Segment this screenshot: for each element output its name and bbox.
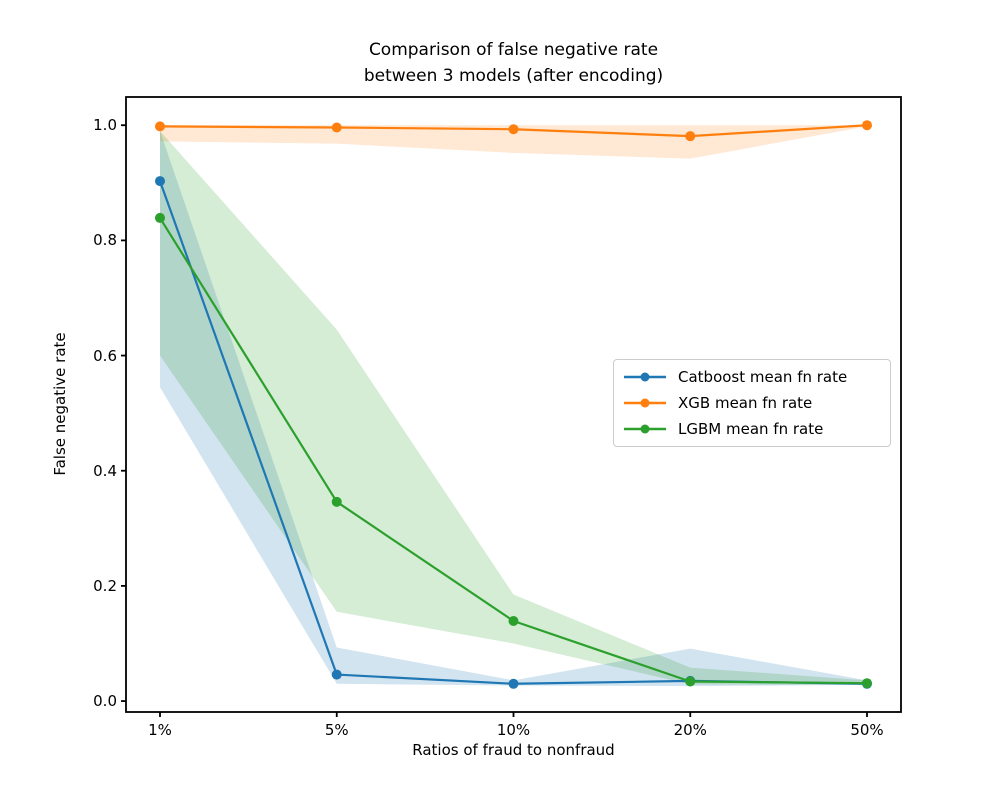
marker-xgb bbox=[862, 120, 872, 131]
x-tick-label: 5% bbox=[324, 721, 349, 739]
legend: Catboost mean fn rate XGB mean fn rate LGB… bbox=[613, 359, 891, 447]
y-tick-label: 0.6 bbox=[93, 346, 117, 365]
x-tick-label: 10% bbox=[496, 721, 531, 739]
x-tick-label: 20% bbox=[673, 721, 707, 739]
legend-entry-xgb: XGB mean fn rate bbox=[624, 394, 880, 412]
y-tick-label: 1.0 bbox=[93, 116, 117, 135]
x-tick-label: 1% bbox=[148, 721, 172, 739]
x-axis-label: Ratios of fraud to nonfraud bbox=[412, 741, 615, 759]
marker-catboost bbox=[155, 176, 165, 187]
legend-line-sample-catboost bbox=[624, 372, 666, 382]
marker-lgbm bbox=[331, 496, 342, 507]
marker-catboost bbox=[331, 669, 342, 680]
y-tick-label: 0.4 bbox=[93, 461, 117, 480]
y-axis-label: False negative rate bbox=[51, 332, 69, 476]
legend-line-sample-xgb bbox=[624, 398, 666, 408]
marker-lgbm bbox=[508, 616, 519, 627]
marker-lgbm bbox=[862, 678, 872, 689]
legend-label: Catboost mean fn rate bbox=[678, 368, 848, 386]
x-tick-label: 50% bbox=[850, 721, 884, 739]
marker-xgb bbox=[685, 131, 696, 142]
legend-line-sample-lgbm bbox=[624, 424, 666, 434]
chart-title-line-1: Comparison of false negative rate bbox=[368, 40, 659, 60]
legend-entry-lgbm: LGBM mean fn rate bbox=[624, 420, 880, 438]
chart-title: Comparison of false negative rate betwee… bbox=[126, 37, 901, 89]
marker-catboost bbox=[508, 678, 519, 689]
marker-xgb bbox=[508, 124, 519, 135]
legend-entry-catboost: Catboost mean fn rate bbox=[624, 368, 880, 386]
marker-lgbm bbox=[685, 676, 696, 687]
legend-label: XGB mean fn rate bbox=[678, 394, 813, 412]
y-tick-label: 0.2 bbox=[93, 576, 117, 595]
band-lgbm bbox=[160, 130, 867, 685]
marker-lgbm bbox=[155, 212, 165, 223]
marker-xgb bbox=[155, 121, 165, 132]
chart-title-line-2: between 3 models (after encoding) bbox=[363, 66, 664, 86]
y-tick-label: 0.8 bbox=[93, 231, 117, 250]
y-tick-label: 0.0 bbox=[93, 692, 117, 711]
legend-label: LGBM mean fn rate bbox=[678, 420, 824, 438]
marker-xgb bbox=[331, 122, 342, 133]
